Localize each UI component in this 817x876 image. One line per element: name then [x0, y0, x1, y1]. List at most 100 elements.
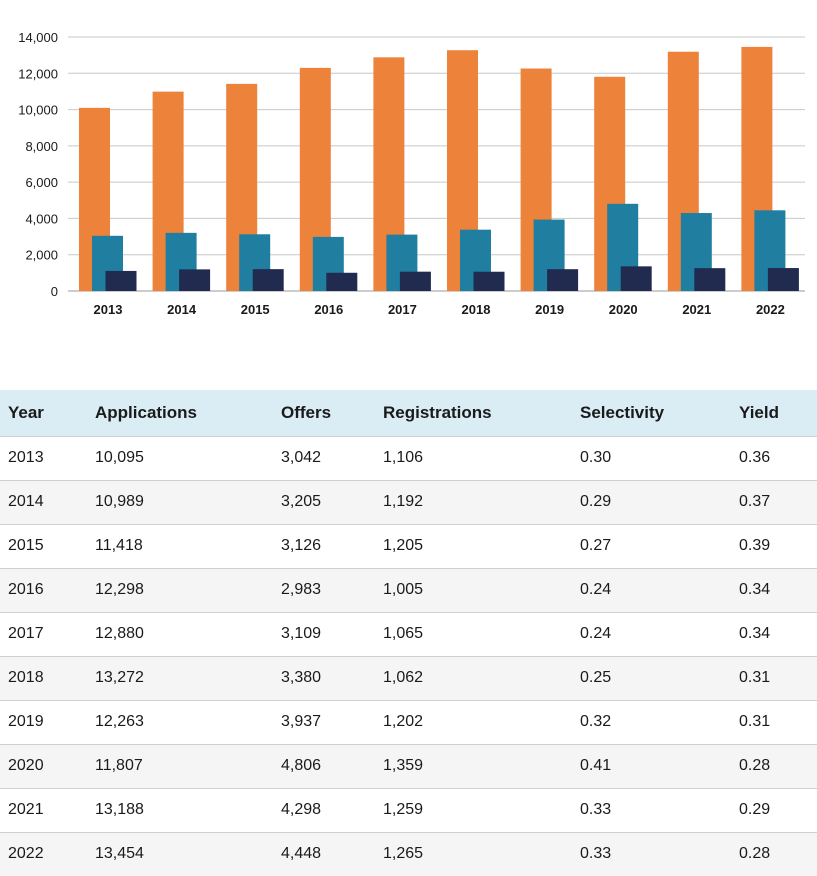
table-cell: 2020: [0, 743, 87, 788]
table-cell: 2017: [0, 611, 87, 656]
x-tick-label: 2017: [388, 302, 417, 317]
x-tick-label: 2019: [535, 302, 564, 317]
bar-series-3: [105, 270, 137, 291]
table-cell: 2013: [0, 435, 87, 480]
y-tick-label: 2,000: [25, 248, 58, 263]
table-row: 2016 12,298 2,983 1,005 0.24 0.34: [0, 567, 817, 612]
table-cell: 0.28: [731, 831, 817, 876]
table-cell: 1,192: [375, 479, 572, 524]
table-cell: 1,065: [375, 611, 572, 656]
table-cell: 1,205: [375, 523, 572, 568]
table-cell: 2019: [0, 699, 87, 744]
table-header-row: Year Applications Offers Registrations Selec…: [0, 390, 817, 436]
column-header: Yield: [739, 402, 779, 422]
table-cell: 3,380: [273, 655, 375, 700]
table-cell: 0.32: [572, 699, 731, 744]
table-cell: 0.27: [572, 523, 731, 568]
table-cell: 13,188: [87, 787, 273, 832]
bar-series-3: [620, 266, 652, 291]
x-tick-label: 2014: [167, 302, 197, 317]
table-cell: 2,983: [273, 567, 375, 612]
table-cell: 2022: [0, 831, 87, 876]
y-tick-label: 14,000: [18, 30, 58, 45]
table-cell: 0.36: [731, 435, 817, 480]
table-cell: 4,298: [273, 787, 375, 832]
x-tick-label: 2013: [94, 302, 123, 317]
table-cell: 2018: [0, 655, 87, 700]
table-cell: 1,005: [375, 567, 572, 612]
table-cell: 0.41: [572, 743, 731, 788]
table-cell: 3,109: [273, 611, 375, 656]
x-tick-label: 2018: [462, 302, 491, 317]
data-table: Year Applications Offers Registrations Selec…: [0, 390, 817, 876]
table-cell: 0.37: [731, 479, 817, 524]
table-cell: 4,448: [273, 831, 375, 876]
bar-series-3: [547, 269, 579, 291]
table-cell: 0.31: [731, 699, 817, 744]
table-cell: 1,062: [375, 655, 572, 700]
table-cell: 1,259: [375, 787, 572, 832]
table-row: 2020 11,807 4,806 1,359 0.41 0.28: [0, 743, 817, 788]
column-header: Registrations: [383, 402, 492, 422]
y-tick-label: 0: [51, 284, 58, 299]
x-tick-label: 2022: [756, 302, 785, 317]
y-tick-label: 12,000: [18, 66, 58, 81]
y-tick-label: 4,000: [25, 211, 58, 226]
bar-series-3: [694, 268, 726, 291]
table-cell: 0.31: [731, 655, 817, 700]
bars: [79, 46, 799, 292]
data-table-container: Year Applications Offers Registrations Selec…: [0, 390, 817, 876]
table-cell: 11,418: [87, 523, 273, 568]
x-tick-label: 2021: [682, 302, 711, 317]
gridlines: [68, 36, 805, 292]
bar-series-3: [179, 269, 211, 291]
x-axis: 2013 2014 2015 2016 2017 2018 2019 2020 2021 2022: [94, 302, 785, 317]
table-cell: 0.28: [731, 743, 817, 788]
table-cell: 11,807: [87, 743, 273, 788]
table-cell: 2014: [0, 479, 87, 524]
table-cell: 12,880: [87, 611, 273, 656]
y-tick-label: 10,000: [18, 103, 58, 118]
table-row: 2019 12,263 3,937 1,202 0.32 0.31: [0, 699, 817, 744]
table-cell: 10,095: [87, 435, 273, 480]
table-row: 2022 13,454 4,448 1,265 0.33 0.28: [0, 831, 817, 876]
table-row: 2014 10,989 3,205 1,192 0.29 0.37: [0, 479, 817, 524]
x-tick-label: 2020: [609, 302, 638, 317]
table-cell: 3,205: [273, 479, 375, 524]
table-cell: 0.25: [572, 655, 731, 700]
bar-series-3: [326, 272, 358, 291]
table-cell: 3,937: [273, 699, 375, 744]
table-cell: 1,106: [375, 435, 572, 480]
table-cell: 12,298: [87, 567, 273, 612]
column-header: Offers: [281, 402, 332, 422]
x-tick-label: 2016: [314, 302, 343, 317]
table-cell: 1,265: [375, 831, 572, 876]
table-cell: 12,263: [87, 699, 273, 744]
table-cell: 0.29: [572, 479, 731, 524]
y-axis: 0 2,000 4,000 6,000 8,000 10,000 12,000 14,000: [18, 30, 58, 299]
table-cell: 1,202: [375, 699, 572, 744]
table-cell: 0.33: [572, 831, 731, 876]
bar-series-3: [252, 269, 284, 291]
x-tick-label: 2015: [241, 302, 270, 317]
table-row: 2013 10,095 3,042 1,106 0.30 0.36: [0, 435, 817, 480]
column-header: Applications: [95, 402, 198, 422]
table-cell: 0.33: [572, 787, 731, 832]
y-tick-label: 6,000: [25, 175, 58, 190]
table-cell: 0.24: [572, 611, 731, 656]
table-cell: 0.34: [731, 567, 817, 612]
table-cell: 0.30: [572, 435, 731, 480]
bar-series-3: [473, 271, 505, 291]
table-cell: 2015: [0, 523, 87, 568]
table-cell: 3,126: [273, 523, 375, 568]
table-cell: 1,359: [375, 743, 572, 788]
table-cell: 0.29: [731, 787, 817, 832]
table-row: 2021 13,188 4,298 1,259 0.33 0.29: [0, 787, 817, 832]
table-cell: 3,042: [273, 435, 375, 480]
column-header: Year: [8, 402, 44, 422]
bar-series-3: [399, 271, 431, 291]
table-row: 2018 13,272 3,380 1,062 0.25 0.31: [0, 655, 817, 700]
table-cell: 0.39: [731, 523, 817, 568]
table-cell: 13,454: [87, 831, 273, 876]
bar-chart: 02,0004,0006,0008,00010,00012,00014,000 …: [18, 30, 805, 317]
